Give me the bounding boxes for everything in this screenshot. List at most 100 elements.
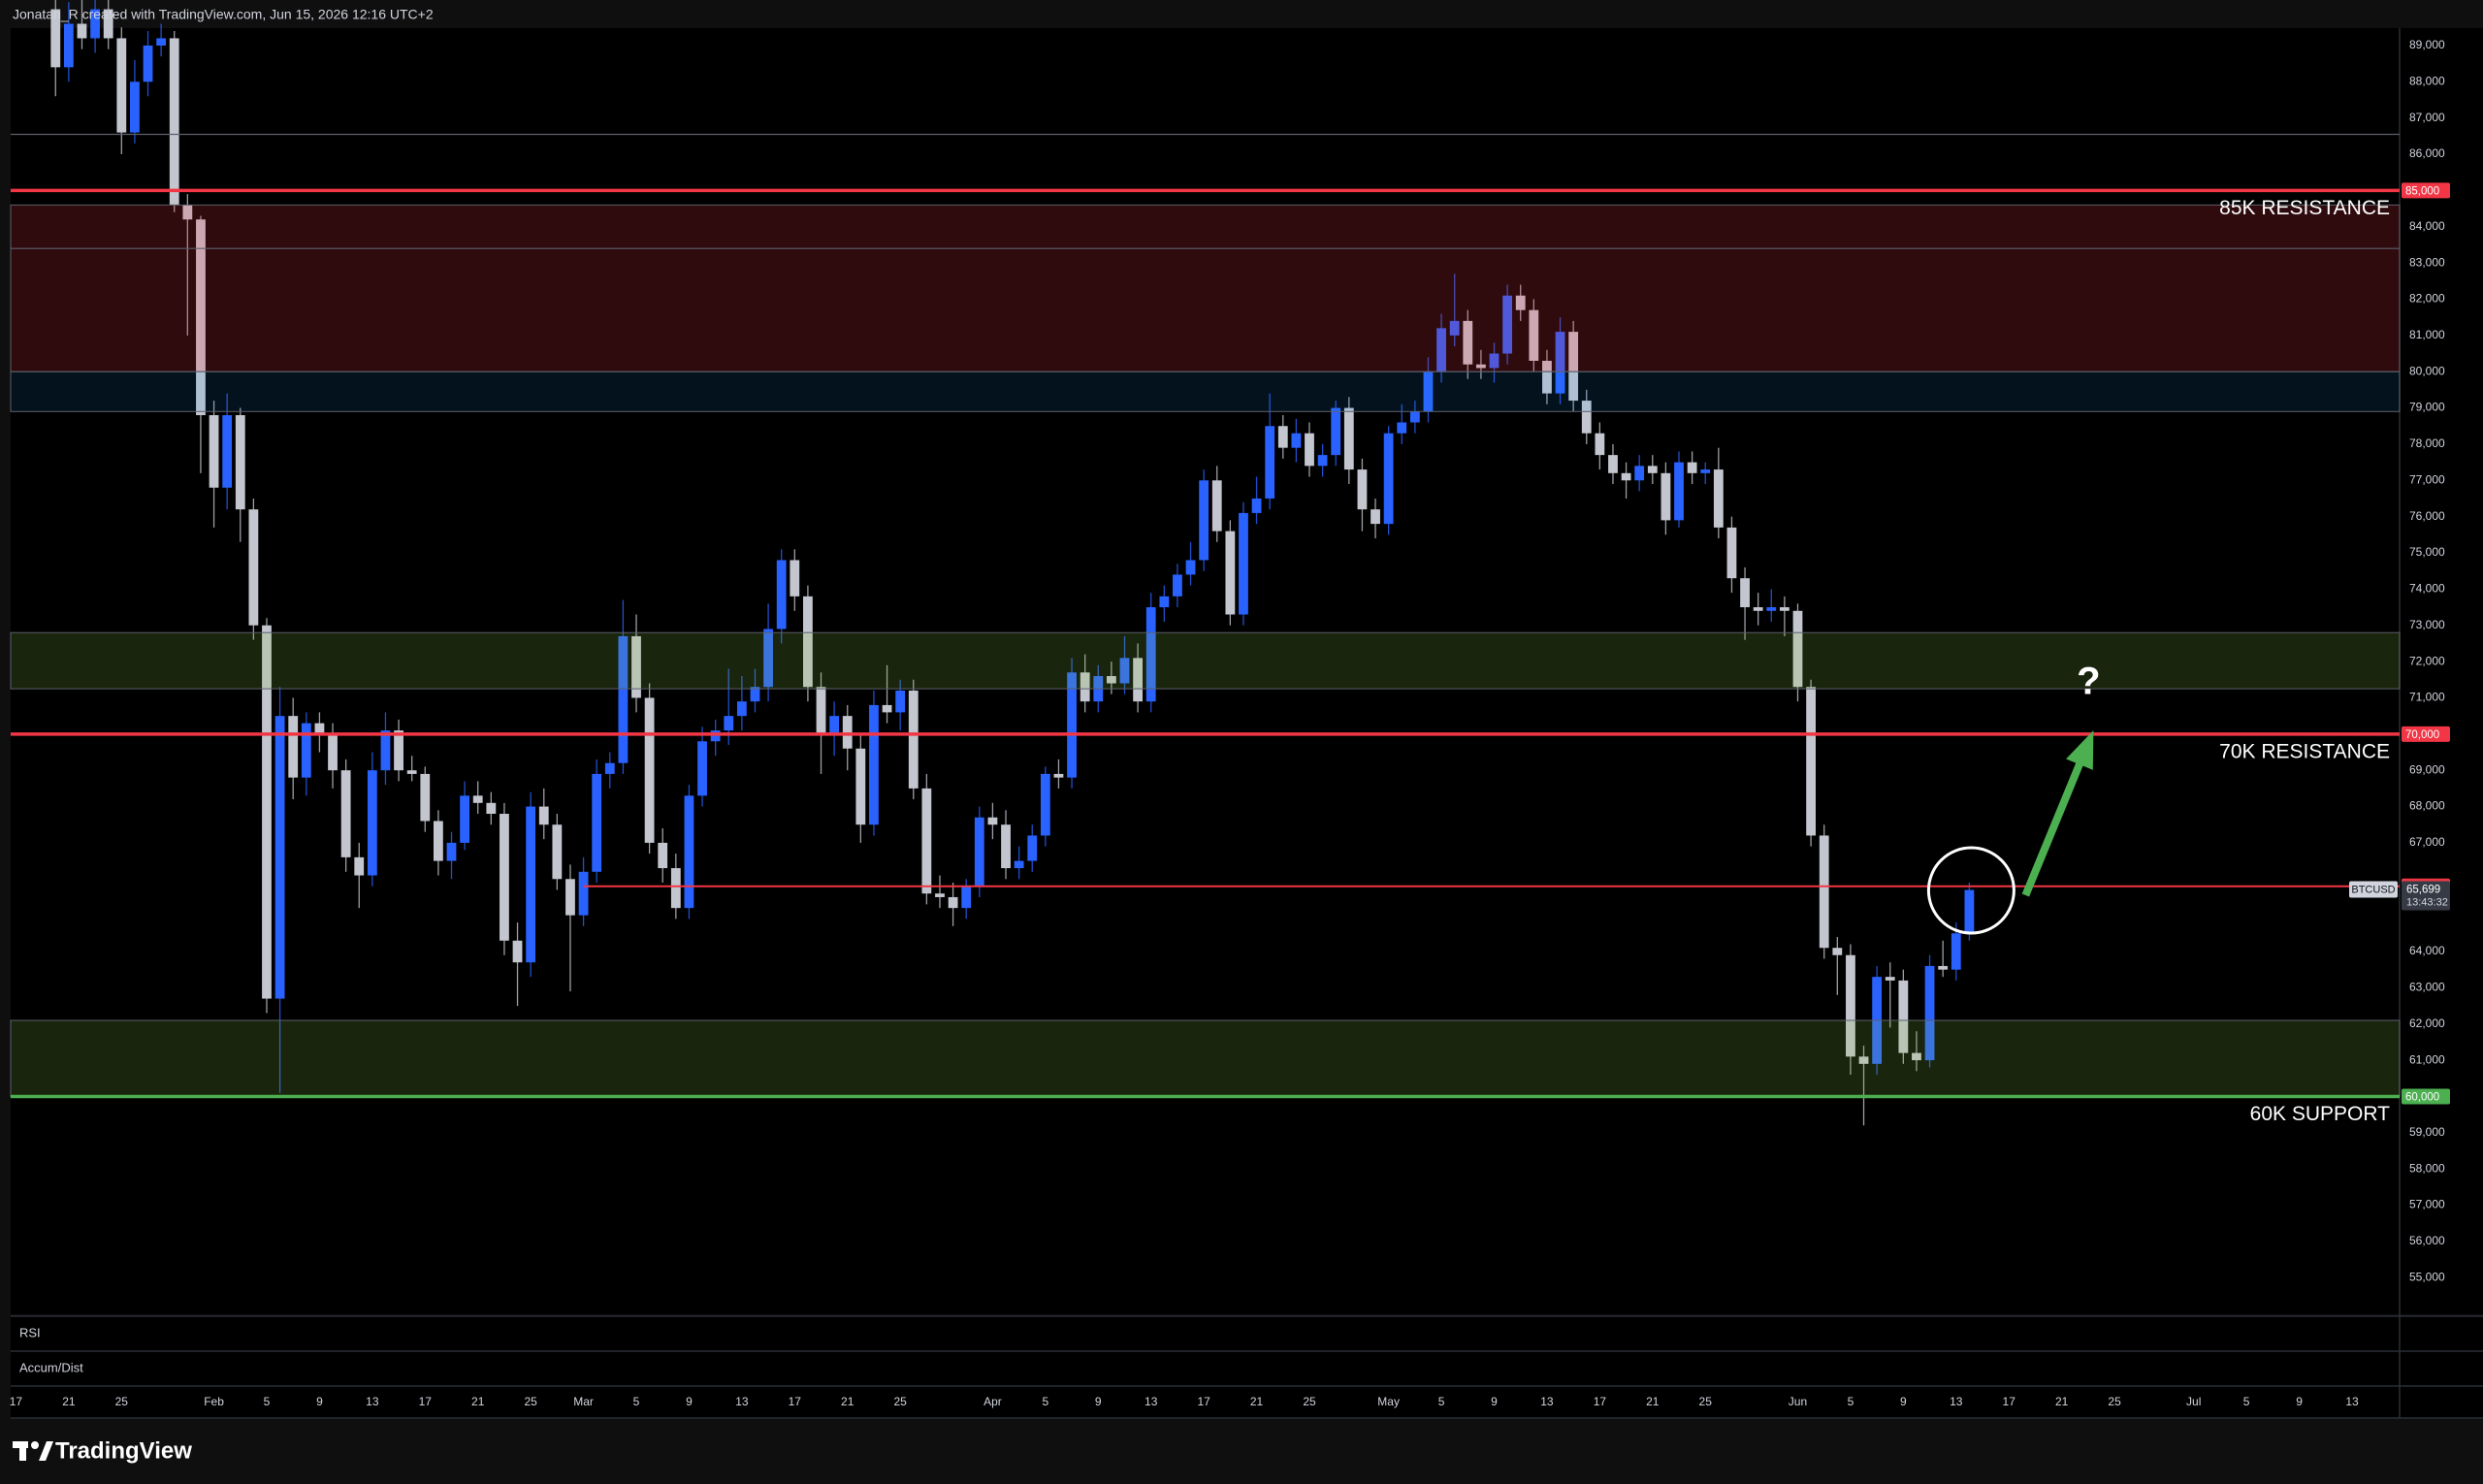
level-annotation: 85K RESISTANCE [2219,197,2390,219]
y-tick-label: 61,000 [2409,1052,2445,1066]
candle-body [1145,607,1156,702]
x-tick-label: 9 [1491,1395,1498,1408]
candle-body [196,219,206,416]
candle-body [921,788,932,894]
candle-body [1846,954,1855,1057]
candle-body [1185,560,1196,575]
candle-body [1277,426,1288,448]
y-tick-label: 77,000 [2409,472,2445,486]
candle-body [248,509,259,626]
candle-body [908,690,919,789]
candle-body [472,795,483,803]
candle-body [1819,835,1829,949]
x-tick-label: 25 [893,1395,907,1408]
candle-body [1331,407,1341,456]
candle-body [77,23,87,39]
candle-body [500,814,509,941]
y-tick-label: 68,000 [2409,799,2445,813]
candle-body [169,38,179,206]
pane-label: RSI [19,1325,41,1339]
candle-body [684,795,694,909]
zone [10,371,2401,412]
candle-body [961,886,972,909]
level-tag-label: 85,000 [2405,185,2439,197]
y-tick-label: 71,000 [2409,691,2445,704]
candle-body [1621,472,1631,481]
candle-body [1515,295,1526,310]
candle-body [1251,498,1262,513]
x-tick-label: 9 [1900,1395,1907,1408]
candle-body [1370,509,1380,525]
x-tick-label: 17 [419,1395,433,1408]
y-tick-label: 63,000 [2409,981,2445,994]
candle-body [103,9,113,39]
candle-body [1159,596,1170,608]
candle-body [1555,332,1565,394]
x-tick-label: Feb [204,1395,224,1408]
candle-body [406,770,417,774]
x-tick-label: 5 [2243,1395,2250,1408]
candle-body [1001,824,1011,869]
candle-body [604,762,615,774]
candle-body [130,81,140,133]
x-tick-label: 21 [62,1395,76,1408]
candle-body [512,940,523,963]
candle-body [1027,835,1038,861]
candle-body [1885,977,1895,981]
x-tick-label: 13 [366,1395,379,1408]
level-annotation: 70K RESISTANCE [2219,740,2390,762]
candle-body [1423,371,1434,412]
y-tick-label: 79,000 [2409,401,2445,414]
candle-body [1080,672,1090,702]
y-tick-label: 64,000 [2409,944,2445,957]
highlight-circle [1926,846,2015,935]
candle-body [1239,512,1248,615]
y-tick-label: 75,000 [2409,545,2445,559]
candle-body [1608,455,1618,473]
x-tick-label: 13 [2345,1395,2359,1408]
zones [10,204,2401,1097]
y-tick-label: 62,000 [2409,1016,2445,1030]
level-tag [2402,182,2450,199]
candle-body [816,687,826,734]
x-tick-label: 13 [735,1395,749,1408]
candle-body [1119,658,1130,684]
candle-body [1806,687,1816,836]
x-tick-label: 21 [1646,1395,1660,1408]
candle-body [50,9,61,68]
candle-body [1726,527,1737,579]
candle-body [1106,676,1116,684]
candle-body [538,806,549,825]
y-tick-label: 67,000 [2409,835,2445,849]
candle-body [156,38,167,46]
candle-body [1529,309,1539,361]
candle-body [776,560,787,629]
candle-body [1014,860,1024,869]
x-tick-label: 9 [2296,1395,2303,1408]
candle-body [380,730,391,771]
candle-body [1713,469,1724,528]
candle-body [842,716,853,749]
candle-body [935,893,945,897]
candle-body [1792,610,1803,688]
x-tick-label: 9 [1095,1395,1102,1408]
candle-body [803,596,813,688]
candle-body [1476,364,1486,369]
candle-body [209,415,219,488]
candle-body [63,23,74,68]
candle-body [1397,422,1407,434]
y-tick-label: 89,000 [2409,38,2445,51]
x-tick-label: 25 [524,1395,537,1408]
x-tick-label: 5 [1043,1395,1049,1408]
levels: 85K RESISTANCE 70K RESISTANCE 60K SUPPORT [11,133,2400,1125]
x-tick-label: 5 [633,1395,640,1408]
x-tick-label: May [1377,1395,1400,1408]
y-tick-label: 82,000 [2409,292,2445,306]
y-tick-label: 57,000 [2409,1198,2445,1211]
y-tick-label: 88,000 [2409,74,2445,87]
candle-body [1502,295,1513,354]
candle-body [1343,407,1354,470]
candle-body [486,802,497,815]
x-tick-label: 13 [1540,1395,1554,1408]
candle-body [1305,433,1314,467]
